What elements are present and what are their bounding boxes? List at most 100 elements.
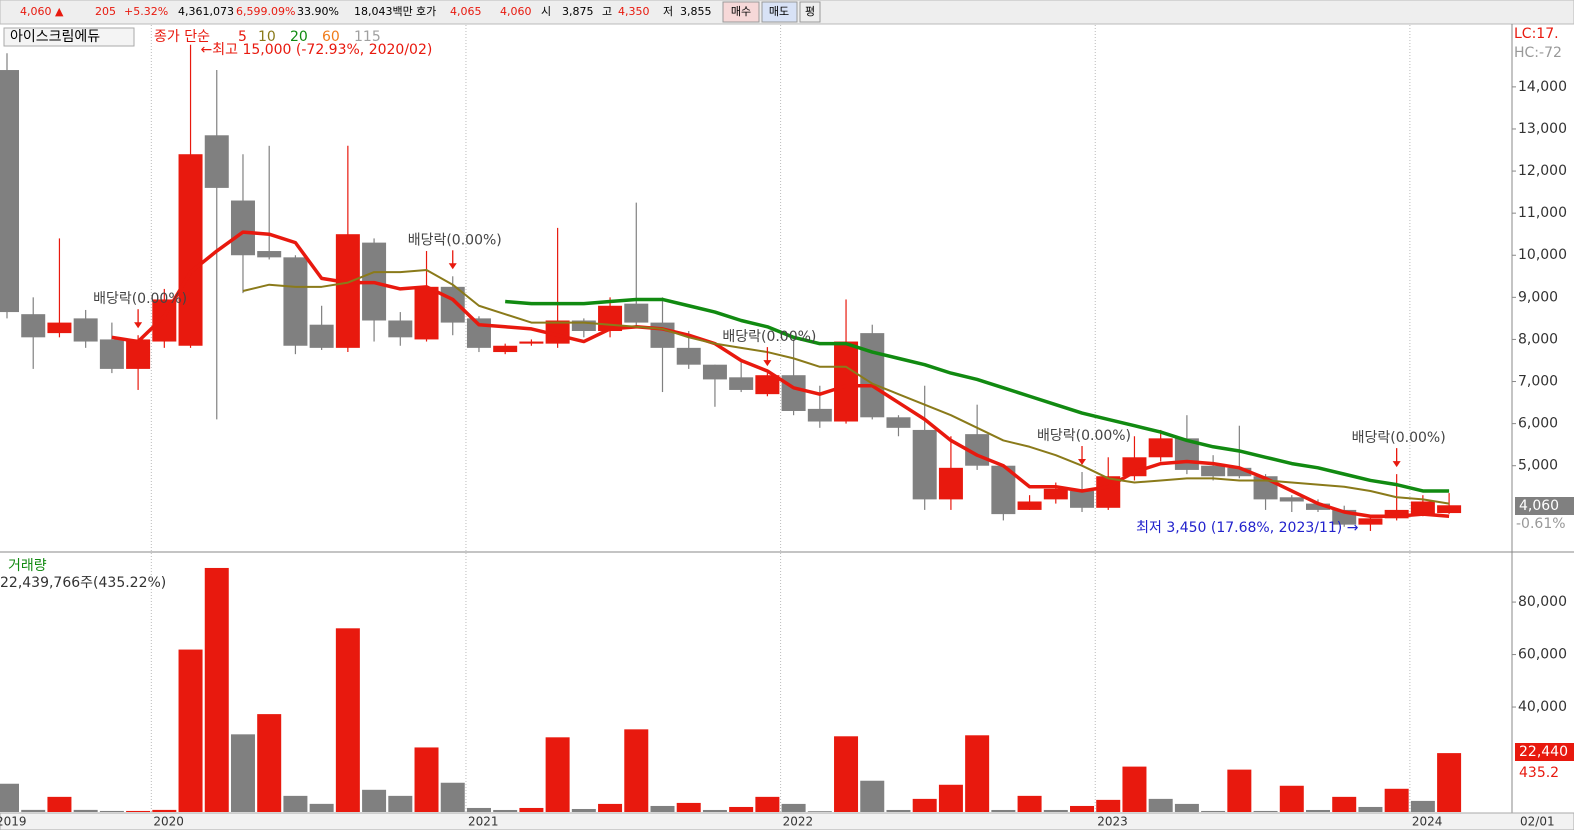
volume-bar: [519, 807, 544, 812]
volume-bar: [650, 805, 675, 812]
legend-entry: 5: [238, 29, 247, 45]
volume-rate: 6,599.09%: [236, 5, 295, 18]
candle-body: [0, 70, 19, 313]
last-change: -0.61%: [1516, 516, 1566, 532]
volume-bar: [729, 806, 754, 812]
candle-body: [650, 322, 675, 348]
volume-bar: [257, 714, 282, 812]
sell-label[interactable]: 매도: [769, 5, 789, 18]
y-tick-label: 7,000: [1518, 374, 1558, 390]
candle-body: [1279, 497, 1304, 502]
y-tick-label: 40,000: [1518, 699, 1567, 715]
volume-bar: [991, 809, 1016, 812]
volume-bar: [466, 807, 491, 812]
ma-line: [505, 297, 1450, 493]
volume-bar: [571, 808, 596, 812]
dividend-label: 배당락(0.00%): [93, 291, 187, 307]
x-tick-label: 2024: [1412, 815, 1443, 829]
y-tick-label: 13,000: [1518, 121, 1567, 137]
dividend-label: 배당락(0.00%): [722, 329, 816, 345]
low-annotation: 최저 3,450 (17.68%, 2023/11) →: [1136, 520, 1359, 536]
volume-bar: [1122, 766, 1147, 812]
bid: 4,060: [500, 5, 532, 18]
hc-label: HC:-72: [1514, 45, 1562, 61]
volume-bar: [493, 809, 518, 812]
volume-bar: [388, 795, 413, 812]
candle-body: [519, 341, 544, 344]
candle-body: [230, 200, 255, 256]
dividend-label: 배당락(0.00%): [1352, 430, 1446, 446]
ma-line: [242, 268, 1450, 505]
volume-bar: [0, 783, 19, 812]
x-end-label: 02/01: [1520, 815, 1555, 829]
last-price-badge: [1515, 497, 1574, 515]
volume-bar: [755, 796, 780, 812]
header: 4,060 ▲ 205 +5.32% 4,361,073 6,599.09% 3…: [20, 1, 821, 23]
x-axis-band: [0, 812, 1574, 830]
volume-bar: [598, 803, 623, 812]
y-tick-label: 11,000: [1518, 205, 1567, 221]
quote-label: 호가: [416, 5, 436, 18]
buy-label[interactable]: 매수: [731, 5, 751, 18]
candle-body: [414, 286, 439, 340]
avg-label[interactable]: 평: [805, 5, 815, 18]
candle-body: [21, 314, 46, 338]
y-tick-label: 8,000: [1518, 331, 1558, 347]
stock-name: 아이스크림에듀: [10, 29, 100, 45]
candle-body: [99, 339, 124, 369]
ma-line: [111, 230, 1450, 518]
candle-body: [834, 341, 859, 422]
volume-bar: [21, 809, 46, 812]
sell-button[interactable]: [761, 1, 798, 23]
candle-body: [1410, 501, 1435, 515]
dividend-arrow-head: [134, 322, 143, 329]
volume-bar: [126, 810, 151, 812]
dividend-arrow-head: [1078, 459, 1087, 466]
volume-bar: [1096, 799, 1121, 812]
last-volume: 22,440: [1519, 744, 1568, 760]
volume-bar: [1279, 785, 1304, 812]
legend-entry: 60: [322, 29, 340, 45]
volume-bar: [781, 803, 806, 812]
avg-button[interactable]: [799, 1, 821, 23]
candle-body: [1043, 488, 1068, 500]
x-tick-label: 2020: [153, 815, 184, 829]
candle-body: [702, 364, 727, 380]
volume-bar: [1227, 769, 1252, 812]
x-tick-label: 2022: [783, 815, 814, 829]
volume-bar: [1306, 809, 1330, 812]
volume-title: 거래량: [8, 558, 47, 574]
x-tick-label: 2019: [0, 815, 27, 829]
dividend-arrow-head: [763, 360, 772, 367]
turnover: 33.90%: [297, 5, 339, 18]
volume-bar: [1017, 795, 1042, 812]
y-tick-label: 14,000: [1518, 79, 1567, 95]
volume-bar: [73, 809, 98, 812]
volume-bar: [886, 809, 911, 812]
candle-body: [676, 347, 701, 365]
y-tick-label: 60,000: [1518, 647, 1567, 663]
dividend-arrow-head: [1392, 461, 1401, 468]
candle-body: [624, 303, 649, 323]
candle-body: [886, 417, 911, 428]
volume-bar: [152, 809, 177, 812]
volume-bar: [624, 729, 649, 812]
volume-ratio: 435.2: [1519, 765, 1559, 781]
volume-bar: [912, 798, 937, 812]
high-value: 4,350: [618, 5, 650, 18]
high-annotation: ←최고 15,000 (-72.93%, 2020/02): [201, 42, 433, 58]
volume-bar: [1384, 788, 1409, 812]
buy-button[interactable]: [722, 1, 760, 23]
last-price: 4,060: [1519, 498, 1559, 514]
candle-body: [1148, 438, 1173, 458]
candle-body: [1437, 505, 1462, 514]
candle-body: [1070, 490, 1095, 508]
candle-body: [335, 234, 360, 348]
volume-bar: [99, 810, 124, 812]
high-label: 고: [602, 5, 612, 18]
volume-bar: [1043, 809, 1068, 812]
candle-body: [571, 320, 596, 332]
y-tick-label: 5,000: [1518, 458, 1558, 474]
low-value: 3,855: [680, 5, 712, 18]
